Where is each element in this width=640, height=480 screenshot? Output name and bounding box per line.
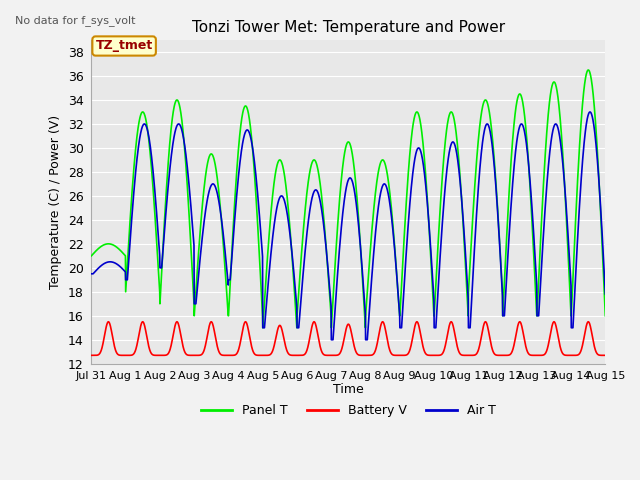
Text: No data for f_sys_volt: No data for f_sys_volt	[15, 15, 136, 26]
Y-axis label: Temperature (C) / Power (V): Temperature (C) / Power (V)	[49, 115, 62, 289]
Title: Tonzi Tower Met: Temperature and Power: Tonzi Tower Met: Temperature and Power	[192, 20, 505, 35]
X-axis label: Time: Time	[333, 383, 364, 396]
Legend: Panel T, Battery V, Air T: Panel T, Battery V, Air T	[196, 399, 500, 422]
Text: TZ_tmet: TZ_tmet	[95, 39, 153, 52]
